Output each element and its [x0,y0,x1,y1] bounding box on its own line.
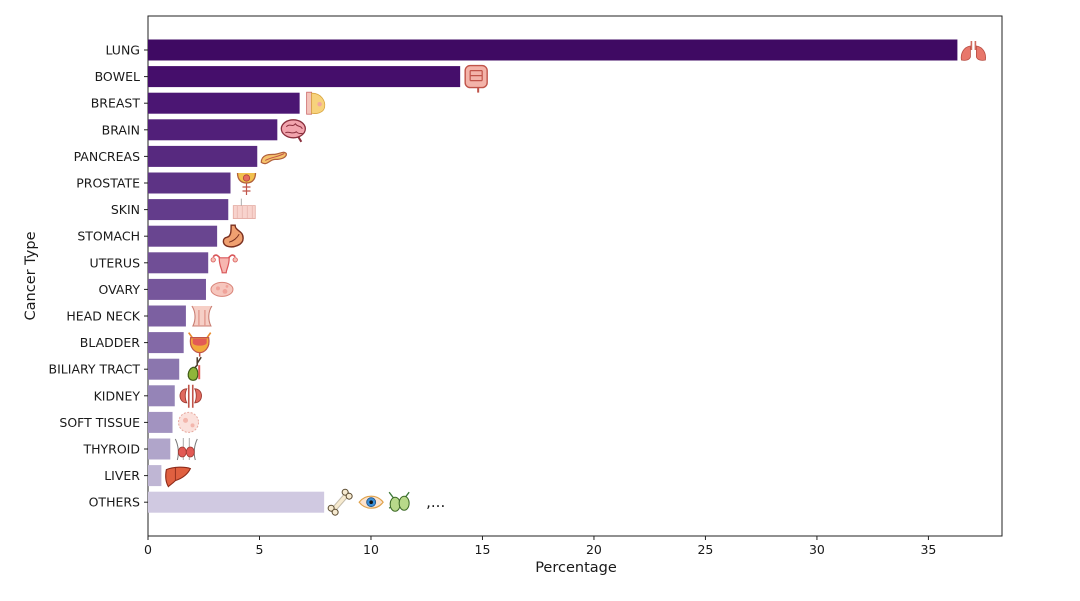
y-tick-label: LIVER [104,468,140,483]
bar-head-neck [148,305,186,327]
breast-icon [306,91,326,115]
bar-ovary [148,278,206,300]
y-tick-label: BREAST [91,96,141,111]
bar-kidney [148,385,175,407]
y-tick-label: SKIN [111,202,140,217]
throat-icon [191,305,213,327]
bladder-icon [188,332,212,357]
uterus-icon [210,254,238,274]
y-tick-label: PROSTATE [76,176,140,191]
bar-uterus [148,252,209,274]
prostate-icon [236,172,257,195]
bar-skin [148,199,229,221]
skin-icon [232,198,256,220]
y-tick-label: BLADDER [80,335,141,350]
y-tick-label: STOMACH [77,229,140,244]
intestine-icon [464,64,488,93]
bar-brain [148,119,278,141]
bar-breast [148,92,300,114]
bar-thyroid [148,438,171,460]
bar-bladder [148,332,184,354]
y-tick-label: LUNG [105,43,140,58]
y-tick-label: KIDNEY [94,388,141,403]
gallbladder-icon [187,356,202,381]
y-tick-label: BILIARY TRACT [49,362,141,377]
eye-icon [358,495,384,509]
lymph-icon [388,491,410,512]
bar-prostate [148,172,231,194]
x-tick-label: 0 [144,542,152,557]
lungs-icon [960,41,986,61]
bar-soft-tissue [148,411,173,433]
y-axis-title: Cancer Type [23,231,39,320]
x-tick-label: 30 [809,542,825,557]
y-tick-label: PANCREAS [74,149,141,164]
bar-bowel [148,66,461,88]
liver-icon [165,466,192,488]
y-tick-label: BOWEL [95,69,140,84]
y-tick-label: HEAD NECK [66,309,140,324]
thyroid-icon [174,438,198,461]
brain-icon [280,119,306,143]
others-ellipsis: ,... [426,493,445,511]
y-tick-label: OTHERS [89,495,140,510]
y-tick-label: UTERUS [90,255,141,270]
x-tick-label: 25 [697,542,713,557]
plot-frame [147,15,1003,537]
pancreas-icon [260,151,287,165]
bar-liver [148,465,162,487]
x-tick-label: 5 [256,542,264,557]
bone-icon [327,488,353,516]
y-tick-label: THYROID [82,442,140,457]
x-tick-label: 10 [363,542,379,557]
y-tick-label: SOFT TISSUE [59,415,140,430]
bar-lung [148,39,958,61]
x-axis-title: Percentage [535,560,617,576]
soft-tissue-icon [178,411,200,433]
bar-pancreas [148,145,258,167]
y-tick-label: BRAIN [102,122,140,137]
ovary-icon [210,281,234,297]
bar-biliary-tract [148,358,180,380]
kidney-icon [179,384,202,408]
bar-others [148,491,325,513]
x-tick-label: 15 [475,542,491,557]
stomach-icon [222,224,244,248]
bar-stomach [148,225,218,247]
y-tick-label: OVARY [99,282,141,297]
x-tick-label: 35 [920,542,936,557]
x-tick-label: 20 [586,542,602,557]
